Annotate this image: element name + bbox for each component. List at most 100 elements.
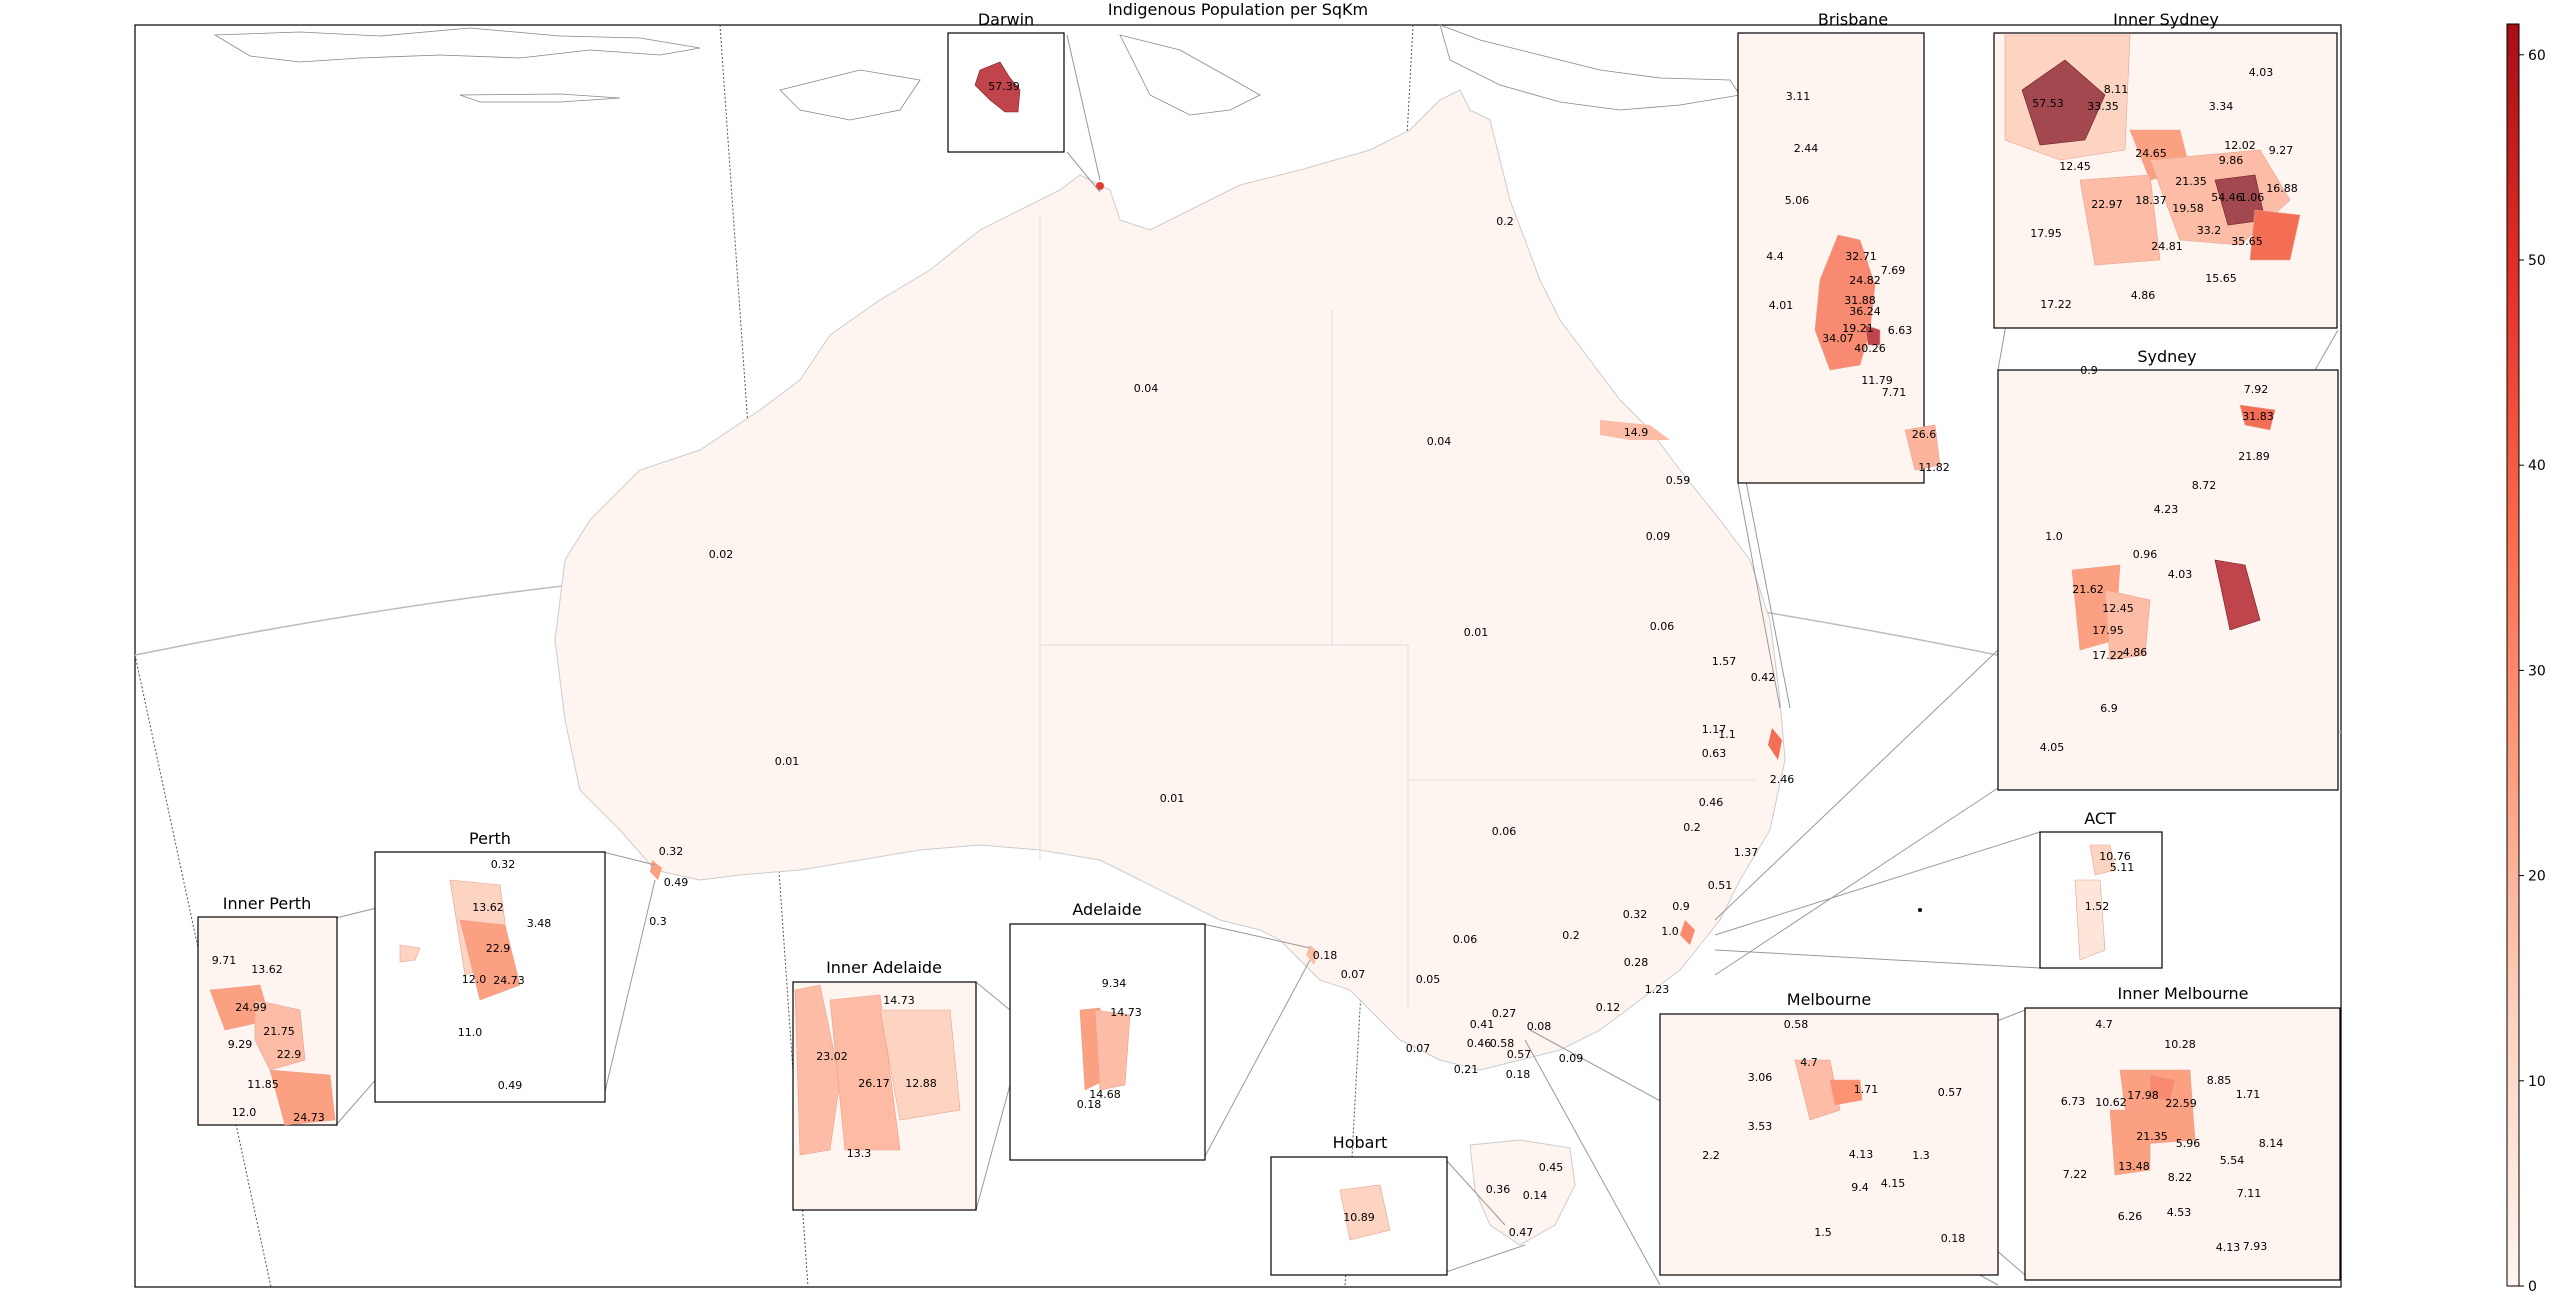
brisbane-value-label: 5.06 (1785, 194, 1810, 207)
inner-sydney-value-label: 24.81 (2151, 240, 2183, 253)
sydney-value-label: 17.95 (2092, 624, 2124, 637)
region-value-label: 0.63 (1702, 747, 1727, 760)
inner-melbourne-value-label: 4.53 (2167, 1206, 2192, 1219)
inner-sydney-value-label: 9.86 (2219, 154, 2244, 167)
inner-perth-value-label: 24.73 (293, 1111, 325, 1124)
inner-perth-value-label: 24.99 (235, 1001, 267, 1014)
region-value-label: 2.46 (1770, 773, 1795, 786)
region-value-label: 0.09 (1559, 1052, 1584, 1065)
melbourne-value-label: 1.3 (1912, 1149, 1930, 1162)
region-value-label: 0.09 (1646, 530, 1671, 543)
region-value-label: 0.18 (1313, 949, 1338, 962)
inner-sydney-value-label: 12.02 (2224, 139, 2256, 152)
inner-melbourne-value-label: 7.93 (2243, 1240, 2268, 1253)
region-value-label: 0.06 (1650, 620, 1675, 633)
region-value-label: 0.04 (1427, 435, 1452, 448)
inner-melbourne-value-label: 5.54 (2220, 1154, 2245, 1167)
inner-melbourne-value-label: 13.48 (2118, 1160, 2150, 1173)
colorbar-tick-label: 30 (2528, 663, 2546, 679)
region-value-label: 0.59 (1666, 474, 1691, 487)
inset-title-sydney: Sydney (2137, 347, 2196, 366)
brisbane-value-label: 36.24 (1849, 305, 1881, 318)
inner-melbourne-value-label: 8.14 (2259, 1137, 2284, 1150)
inner-melbourne-value-label: 6.73 (2061, 1095, 2086, 1108)
value-labels: 0.2 0.04 0.04 0.02 14.9 0.59 0.09 0.01 0.06 1.57 0… (212, 66, 2298, 1254)
inner-sydney-value-label: 18.37 (2135, 194, 2167, 207)
inner-sydney-value-label: 16.88 (2266, 182, 2298, 195)
inner-perth-value-label: 9.29 (228, 1038, 253, 1051)
inner-sydney-value-label: 35.65 (2231, 235, 2263, 248)
inner-melbourne-value-label: 7.22 (2063, 1168, 2088, 1181)
map-title: Indigenous Population per SqKm (1108, 0, 1368, 19)
colorbar-tick-label: 40 (2528, 458, 2546, 474)
adelaide-value-label: 0.18 (1077, 1098, 1102, 1111)
region-value-label: 0.06 (1492, 825, 1517, 838)
melbourne-value-label: 4.13 (1849, 1148, 1874, 1161)
sydney-value-label: 4.86 (2123, 646, 2148, 659)
region-value-label: 0.9 (1672, 900, 1690, 913)
inner-sydney-value-label: 3.34 (2209, 100, 2234, 113)
melbourne-value-label: 2.2 (1702, 1149, 1720, 1162)
melbourne-value-label: 4.15 (1881, 1177, 1906, 1190)
brisbane-value-label: 31.88 (1844, 294, 1876, 307)
inner-sydney-value-label: 22.97 (2091, 198, 2123, 211)
region-value-label: 0.36 (1486, 1183, 1511, 1196)
inner-melbourne-value-label: 17.98 (2127, 1089, 2159, 1102)
inset-title-hobart: Hobart (1333, 1133, 1388, 1152)
brisbane-value-label: 11.79 (1861, 374, 1893, 387)
region-value-label: 0.04 (1134, 382, 1159, 395)
inset-regions (209, 34, 2301, 1241)
region-value-label: 0.57 (1507, 1048, 1532, 1061)
region-value-label: 0.21 (1454, 1063, 1479, 1076)
colorbar-tick-label: 20 (2528, 869, 2546, 885)
region-value-label: 1.23 (1645, 983, 1670, 996)
melbourne-value-label: 1.71 (1854, 1083, 1879, 1096)
region-value-label: 0.46 (1467, 1037, 1492, 1050)
inner-sydney-value-label: 21.35 (2175, 175, 2207, 188)
melbourne-value-label: 3.53 (1748, 1120, 1773, 1133)
brisbane-value-label: 24.82 (1849, 274, 1881, 287)
region-value-label: 0.07 (1406, 1042, 1431, 1055)
brisbane-value-label: 34.07 (1822, 332, 1854, 345)
melbourne-value-label: 1.5 (1814, 1226, 1832, 1239)
inner-sydney-value-label: 17.22 (2040, 298, 2072, 311)
region-value-label: 0.41 (1470, 1018, 1495, 1031)
melbourne-value-label: 3.06 (1748, 1071, 1773, 1084)
inner-melbourne-value-label: 8.85 (2207, 1074, 2232, 1087)
inner-melbourne-value-label: 21.35 (2136, 1130, 2168, 1143)
inner-sydney-value-label: 4.86 (2131, 289, 2156, 302)
hobart-value-label: 10.89 (1343, 1211, 1375, 1224)
inner-perth-value-label: 13.62 (251, 963, 283, 976)
inner-melbourne-value-label: 1.71 (2236, 1088, 2261, 1101)
sydney-value-label: 21.89 (2238, 450, 2270, 463)
region-value-label: 0.28 (1624, 956, 1649, 969)
inner-melbourne-value-label: 7.11 (2237, 1187, 2262, 1200)
brisbane-value-label: 26.6 (1912, 428, 1937, 441)
colorbar-tick-label: 0 (2528, 1279, 2537, 1295)
colorbar-tick-label: 50 (2528, 253, 2546, 269)
sydney-value-label: 1.0 (2045, 530, 2063, 543)
melbourne-value-label: 9.4 (1851, 1181, 1869, 1194)
inner-melbourne-value-label: 4.7 (2095, 1018, 2113, 1031)
inset-title-brisbane: Brisbane (1818, 10, 1888, 29)
region-value-label: 0.06 (1453, 933, 1478, 946)
northern-islands (213, 24, 1741, 121)
inner-sydney-value-label: 57.53 (2032, 97, 2064, 110)
inner-sydney-value-label: 1.06 (2240, 191, 2265, 204)
inner-sydney-value-label: 9.27 (2269, 144, 2294, 157)
region-value-label: 0.14 (1523, 1189, 1548, 1202)
melbourne-value-label: 0.58 (1784, 1018, 1809, 1031)
darwin-value-label: 57.39 (988, 80, 1020, 93)
inner-sydney-value-label: 17.95 (2030, 227, 2062, 240)
adelaide-value-label: 14.73 (1110, 1006, 1142, 1019)
inner-sydney-value-label: 4.03 (2249, 66, 2274, 79)
colorbar-tick-label: 10 (2528, 1074, 2546, 1090)
act-value-label: 10.76 (2099, 850, 2131, 863)
adelaide-value-label: 14.68 (1089, 1088, 1121, 1101)
melbourne-value-label: 4.7 (1800, 1056, 1818, 1069)
region-value-label: 0.46 (1699, 796, 1724, 809)
inner-adelaide-value-label: 13.3 (847, 1147, 872, 1160)
region-value-label: 0.01 (1464, 626, 1489, 639)
act-value-label: 1.52 (2085, 900, 2110, 913)
